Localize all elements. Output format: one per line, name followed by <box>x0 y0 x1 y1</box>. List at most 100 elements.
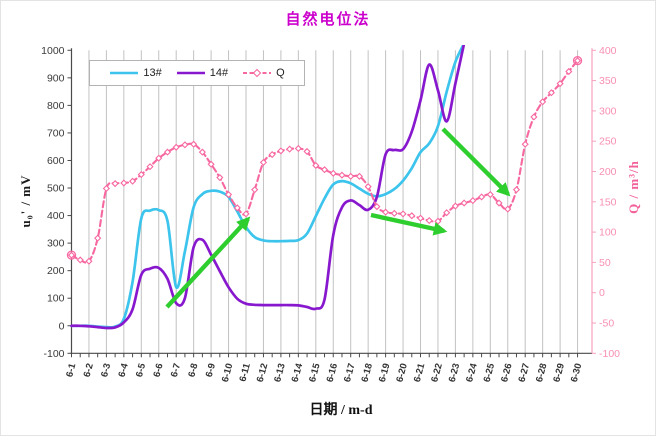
q-marker <box>303 147 311 156</box>
trend-arrow <box>441 127 511 197</box>
y-axis-left-tick-label: 600 <box>47 155 65 167</box>
x-axis-tick-label: 6-15 <box>307 362 323 384</box>
y-axis-right-tick-label: -50 <box>599 318 614 330</box>
q-marker <box>259 158 268 166</box>
x-axis-tick-label: 6-14 <box>290 362 306 384</box>
q-marker <box>443 209 451 217</box>
x-axis-tick-label: 6-28 <box>534 362 550 383</box>
x-axis-tick-label: 6-20 <box>394 362 410 383</box>
x-axis-tick-label: 6-26 <box>499 362 515 383</box>
q-marker <box>477 193 486 201</box>
q-marker <box>390 209 398 217</box>
q-marker <box>102 184 110 193</box>
x-axis-tick-label: 6-24 <box>464 362 480 384</box>
legend-line-sample <box>110 71 139 75</box>
x-axis-tick-label: 6-10 <box>220 362 236 383</box>
q-marker <box>128 177 137 185</box>
x-axis-tick-label: 6-29 <box>551 362 567 383</box>
q-marker <box>67 251 76 259</box>
q-marker <box>504 205 512 213</box>
q-marker <box>198 148 206 156</box>
y-axis-right-tick-label: 100 <box>599 227 617 239</box>
q-marker <box>486 190 494 199</box>
y-axis-left-tick-label: -100 <box>43 348 64 360</box>
y-axis-right-tick-label: 250 <box>599 136 617 148</box>
chart-title: 自然电位法 <box>285 11 371 28</box>
q-marker <box>120 179 128 187</box>
x-axis-tick-label: 6-3 <box>99 362 113 378</box>
q-marker <box>224 190 233 199</box>
legend-label: Q <box>276 67 285 79</box>
legend-label: 13# <box>143 67 162 79</box>
q-marker <box>469 197 477 205</box>
legend-item-13: 13# <box>109 67 162 79</box>
q-marker <box>320 166 329 174</box>
q-marker <box>364 183 372 191</box>
y-axis-right-tick-label: 0 <box>599 287 605 299</box>
q-marker <box>155 154 163 162</box>
q-marker <box>76 256 84 264</box>
q-marker <box>181 141 189 149</box>
q-marker <box>329 169 337 177</box>
q-marker <box>94 234 102 242</box>
q-marker <box>460 199 468 207</box>
x-axis-tick-label: 6-17 <box>342 362 358 383</box>
q-marker <box>408 212 416 220</box>
q-marker <box>355 172 364 180</box>
q-marker <box>85 257 93 265</box>
q-marker <box>312 161 320 170</box>
y-axis-right-tick-label: 300 <box>599 105 617 117</box>
q-marker <box>512 186 521 194</box>
q-marker <box>286 145 294 153</box>
q-marker <box>233 204 241 212</box>
legend-line-sample <box>176 71 205 75</box>
legend-item-Q: Q <box>242 67 285 79</box>
q-marker <box>207 160 215 168</box>
x-axis-title: 日期 / m-d <box>309 403 373 418</box>
x-axis-tick-label: 6-13 <box>272 362 288 383</box>
y-axis-left-tick-label: 0 <box>59 320 65 332</box>
legend-line-sample <box>243 68 272 78</box>
q-marker <box>556 80 564 88</box>
q-start-marker <box>66 250 77 260</box>
x-axis-tick-label: 6-25 <box>482 362 498 384</box>
y-axis-right-tick-label: 200 <box>599 166 617 178</box>
y-axis-right-tick-label: 50 <box>599 257 611 269</box>
q-marker <box>172 143 180 151</box>
q-marker <box>399 210 407 218</box>
y-axis-left-tick-label: 100 <box>47 293 65 305</box>
x-axis-tick-label: 6-22 <box>429 362 445 383</box>
y-axis-right-tick-label: 350 <box>599 75 617 87</box>
q-marker <box>382 208 390 216</box>
x-axis-tick-label: 6-19 <box>377 362 393 383</box>
y-axis-left-tick-label: 700 <box>47 127 65 139</box>
q-marker <box>338 171 346 179</box>
q-marker <box>451 202 459 210</box>
y-axis-left-tick-label: 200 <box>47 265 65 277</box>
x-axis-tick-label: 6-7 <box>169 362 183 378</box>
q-marker <box>190 140 198 148</box>
q-marker <box>521 140 529 148</box>
legend-label: 14# <box>209 67 229 79</box>
q-marker <box>137 170 145 179</box>
x-axis-tick-label: 6-18 <box>360 362 376 383</box>
x-axis-tick-label: 6-5 <box>134 362 148 379</box>
q-marker <box>111 180 119 188</box>
q-marker <box>565 67 573 76</box>
x-axis-tick-label: 6-30 <box>569 362 585 383</box>
series-13-line <box>70 45 465 329</box>
y-axis-left-tick-label: 1000 <box>41 45 65 57</box>
trend-arrow <box>370 212 448 236</box>
x-axis-tick-label: 6-9 <box>204 362 218 378</box>
x-axis-tick-label: 6-27 <box>517 362 533 383</box>
legend: 13# 14# Q <box>89 60 305 86</box>
x-axis-tick-label: 6-21 <box>412 362 428 384</box>
q-marker <box>146 163 154 171</box>
y-axis-left-tick-label: 400 <box>47 210 65 222</box>
x-axis-tick-label: 6-11 <box>237 362 253 383</box>
x-axis-tick-label: 6-1 <box>64 362 78 379</box>
y-axis-left-tick-label: 500 <box>47 183 65 195</box>
q-marker <box>530 113 538 121</box>
